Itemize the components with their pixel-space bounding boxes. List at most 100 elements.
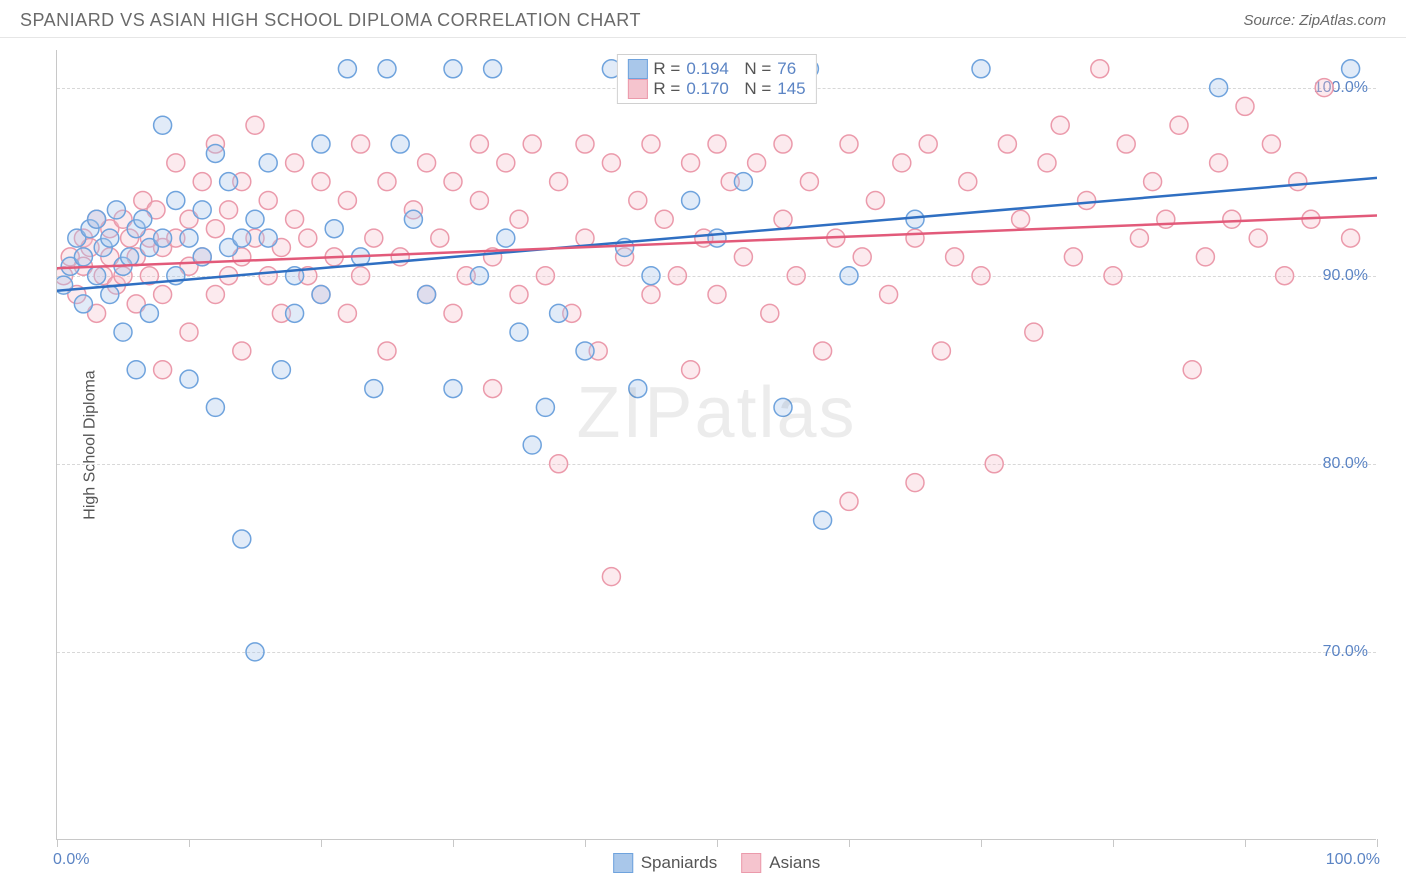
stat-r-label: R =	[653, 59, 680, 79]
scatter-point-spaniards	[484, 60, 502, 78]
scatter-point-asians	[286, 210, 304, 228]
scatter-point-spaniards	[470, 267, 488, 285]
scatter-point-asians	[1091, 60, 1109, 78]
scatter-point-spaniards	[338, 60, 356, 78]
scatter-point-spaniards	[127, 361, 145, 379]
scatter-point-asians	[550, 455, 568, 473]
scatter-point-asians	[431, 229, 449, 247]
stat-n-asians: 145	[777, 79, 805, 99]
scatter-point-asians	[814, 342, 832, 360]
x-tick	[1377, 839, 1378, 847]
scatter-point-spaniards	[444, 380, 462, 398]
scatter-point-asians	[220, 201, 238, 219]
scatter-point-spaniards	[206, 398, 224, 416]
scatter-point-spaniards	[233, 530, 251, 548]
scatter-point-asians	[774, 135, 792, 153]
scatter-point-spaniards	[418, 286, 436, 304]
scatter-point-spaniards	[286, 304, 304, 322]
scatter-point-asians	[734, 248, 752, 266]
scatter-point-spaniards	[814, 511, 832, 529]
scatter-point-asians	[299, 229, 317, 247]
scatter-point-asians	[682, 154, 700, 172]
scatter-point-asians	[946, 248, 964, 266]
scatter-point-spaniards	[906, 210, 924, 228]
scatter-point-asians	[906, 229, 924, 247]
x-tick	[189, 839, 190, 847]
scatter-point-spaniards	[576, 342, 594, 360]
legend-label: Spaniards	[641, 853, 718, 873]
scatter-point-asians	[642, 135, 660, 153]
scatter-point-asians	[167, 154, 185, 172]
scatter-point-spaniards	[101, 286, 119, 304]
scatter-point-asians	[1130, 229, 1148, 247]
scatter-point-asians	[365, 229, 383, 247]
swatch-asians	[627, 79, 647, 99]
chart-header: SPANIARD VS ASIAN HIGH SCHOOL DIPLOMA CO…	[0, 0, 1406, 38]
scatter-point-spaniards	[134, 210, 152, 228]
legend-item-asians: Asians	[741, 853, 820, 873]
scatter-point-asians	[154, 361, 172, 379]
scatter-point-asians	[682, 361, 700, 379]
scatter-point-asians	[840, 135, 858, 153]
scatter-point-asians	[497, 154, 515, 172]
x-tick	[321, 839, 322, 847]
scatter-point-asians	[748, 154, 766, 172]
scatter-point-asians	[1012, 210, 1030, 228]
plot-region: 70.0%80.0%90.0%100.0% ZIPatlas R = 0.194…	[56, 50, 1376, 840]
x-tick	[1113, 839, 1114, 847]
scatter-point-spaniards	[154, 229, 172, 247]
scatter-point-asians	[550, 173, 568, 191]
scatter-point-asians	[154, 286, 172, 304]
scatter-point-spaniards	[404, 210, 422, 228]
scatter-point-asians	[286, 154, 304, 172]
scatter-point-spaniards	[180, 370, 198, 388]
scatter-point-asians	[1078, 191, 1096, 209]
scatter-point-asians	[444, 304, 462, 322]
scatter-point-spaniards	[272, 361, 290, 379]
scatter-point-spaniards	[193, 201, 211, 219]
scatter-point-asians	[1223, 210, 1241, 228]
scatter-point-asians	[1236, 97, 1254, 115]
legend-stats: R = 0.194 N = 76 R = 0.170 N = 145	[616, 54, 816, 104]
scatter-point-asians	[985, 455, 1003, 473]
scatter-point-spaniards	[510, 323, 528, 341]
scatter-point-spaniards	[536, 398, 554, 416]
scatter-point-spaniards	[642, 267, 660, 285]
scatter-point-asians	[259, 191, 277, 209]
scatter-point-spaniards	[246, 643, 264, 661]
swatch-asians	[741, 853, 761, 873]
scatter-point-asians	[655, 210, 673, 228]
scatter-point-asians	[1210, 154, 1228, 172]
scatter-point-spaniards	[259, 154, 277, 172]
scatter-point-asians	[1315, 79, 1333, 97]
scatter-point-spaniards	[497, 229, 515, 247]
scatter-point-spaniards	[206, 144, 224, 162]
x-axis-min-label: 0.0%	[53, 851, 89, 869]
scatter-point-asians	[259, 267, 277, 285]
scatter-point-asians	[352, 267, 370, 285]
scatter-point-spaniards	[734, 173, 752, 191]
scatter-point-spaniards	[140, 304, 158, 322]
scatter-point-spaniards	[972, 60, 990, 78]
legend-item-spaniards: Spaniards	[613, 853, 718, 873]
stat-n-label: N =	[735, 79, 771, 99]
scatter-point-asians	[1038, 154, 1056, 172]
chart-area: High School Diploma 70.0%80.0%90.0%100.0…	[56, 50, 1376, 840]
scatter-point-asians	[1289, 173, 1307, 191]
scatter-point-asians	[484, 380, 502, 398]
legend-label: Asians	[769, 853, 820, 873]
scatter-point-asians	[510, 286, 528, 304]
scatter-point-asians	[418, 154, 436, 172]
scatter-point-asians	[761, 304, 779, 322]
legend-bottom: Spaniards Asians	[613, 853, 821, 873]
scatter-point-asians	[774, 210, 792, 228]
scatter-point-spaniards	[312, 286, 330, 304]
scatter-point-spaniards	[121, 248, 139, 266]
scatter-point-asians	[1025, 323, 1043, 341]
scatter-point-spaniards	[378, 60, 396, 78]
scatter-point-spaniards	[774, 398, 792, 416]
scatter-point-asians	[629, 191, 647, 209]
scatter-point-asians	[1117, 135, 1135, 153]
x-tick	[585, 839, 586, 847]
scatter-point-asians	[668, 267, 686, 285]
